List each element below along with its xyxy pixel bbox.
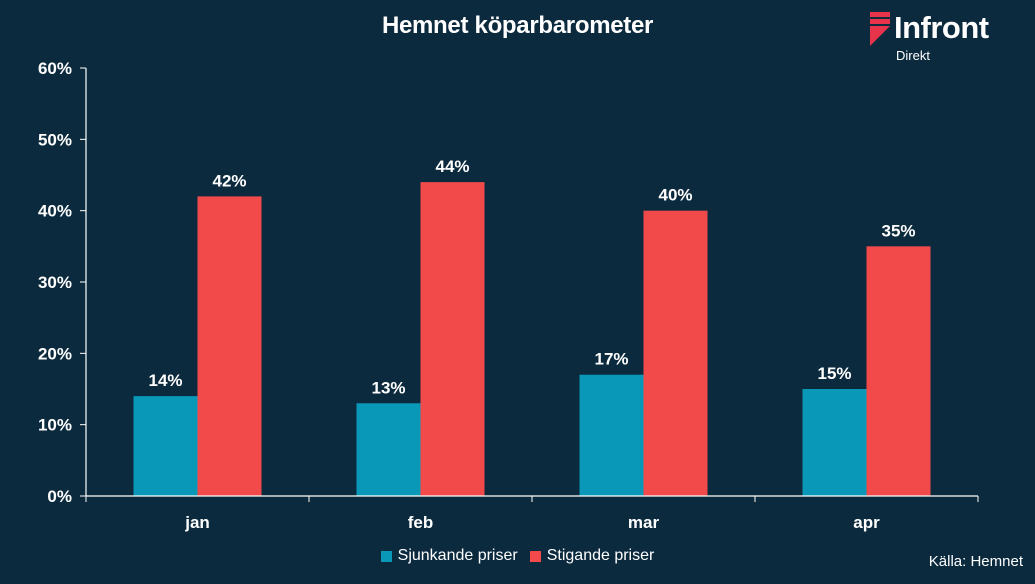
data-label-stigande-jan: 42% (212, 171, 246, 190)
bar-stigande-apr (866, 246, 931, 496)
legend-label-stigande: Stigande priser (546, 547, 655, 564)
bar-sjunkande-jan (133, 396, 198, 496)
x-tick-label-feb: feb (408, 513, 434, 532)
y-tick-label: 60% (38, 59, 72, 78)
data-label-stigande-mar: 40% (658, 186, 692, 205)
x-tick-label-jan: jan (184, 513, 210, 532)
bar-sjunkande-mar (579, 374, 644, 496)
legend-item-sjunkande: Sjunkande priser (380, 547, 518, 565)
data-label-sjunkande-apr: 15% (817, 364, 851, 383)
bar-sjunkande-feb (356, 403, 421, 496)
data-label-stigande-feb: 44% (435, 157, 469, 176)
legend-label-sjunkande: Sjunkande priser (397, 547, 518, 564)
bar-stigande-mar (643, 210, 708, 496)
y-tick-label: 50% (38, 130, 72, 149)
y-tick-label: 30% (38, 273, 72, 292)
y-tick-label: 10% (38, 416, 72, 435)
infront-logo: Infront Direkt (868, 8, 1028, 68)
y-tick-label: 20% (38, 344, 72, 363)
infront-logo-mark-icon (870, 12, 890, 46)
data-label-sjunkande-jan: 14% (148, 371, 182, 390)
y-tick-label: 40% (38, 202, 72, 221)
bar-sjunkande-apr (802, 389, 867, 496)
legend-item-stigande: Stigande priser (529, 547, 655, 565)
legend-swatch-stigande (529, 550, 541, 562)
chart-title: Hemnet köparbarometer (381, 12, 654, 39)
bar-stigande-feb (420, 182, 485, 496)
logo-subtext: Direkt (896, 48, 930, 63)
y-tick-label: 0% (47, 487, 72, 506)
legend-swatch-sjunkande (380, 550, 392, 562)
data-label-sjunkande-mar: 17% (594, 350, 628, 369)
source-label: Källa: Hemnet (928, 553, 1023, 570)
x-tick-label-mar: mar (628, 513, 660, 532)
data-label-sjunkande-feb: 13% (371, 378, 405, 397)
data-label-stigande-apr: 35% (881, 221, 915, 240)
logo-text: Infront (894, 10, 989, 45)
chart-legend: Sjunkande priser Stigande priser (0, 547, 1035, 565)
x-tick-label-apr: apr (853, 513, 880, 532)
bar-stigande-jan (197, 196, 262, 496)
